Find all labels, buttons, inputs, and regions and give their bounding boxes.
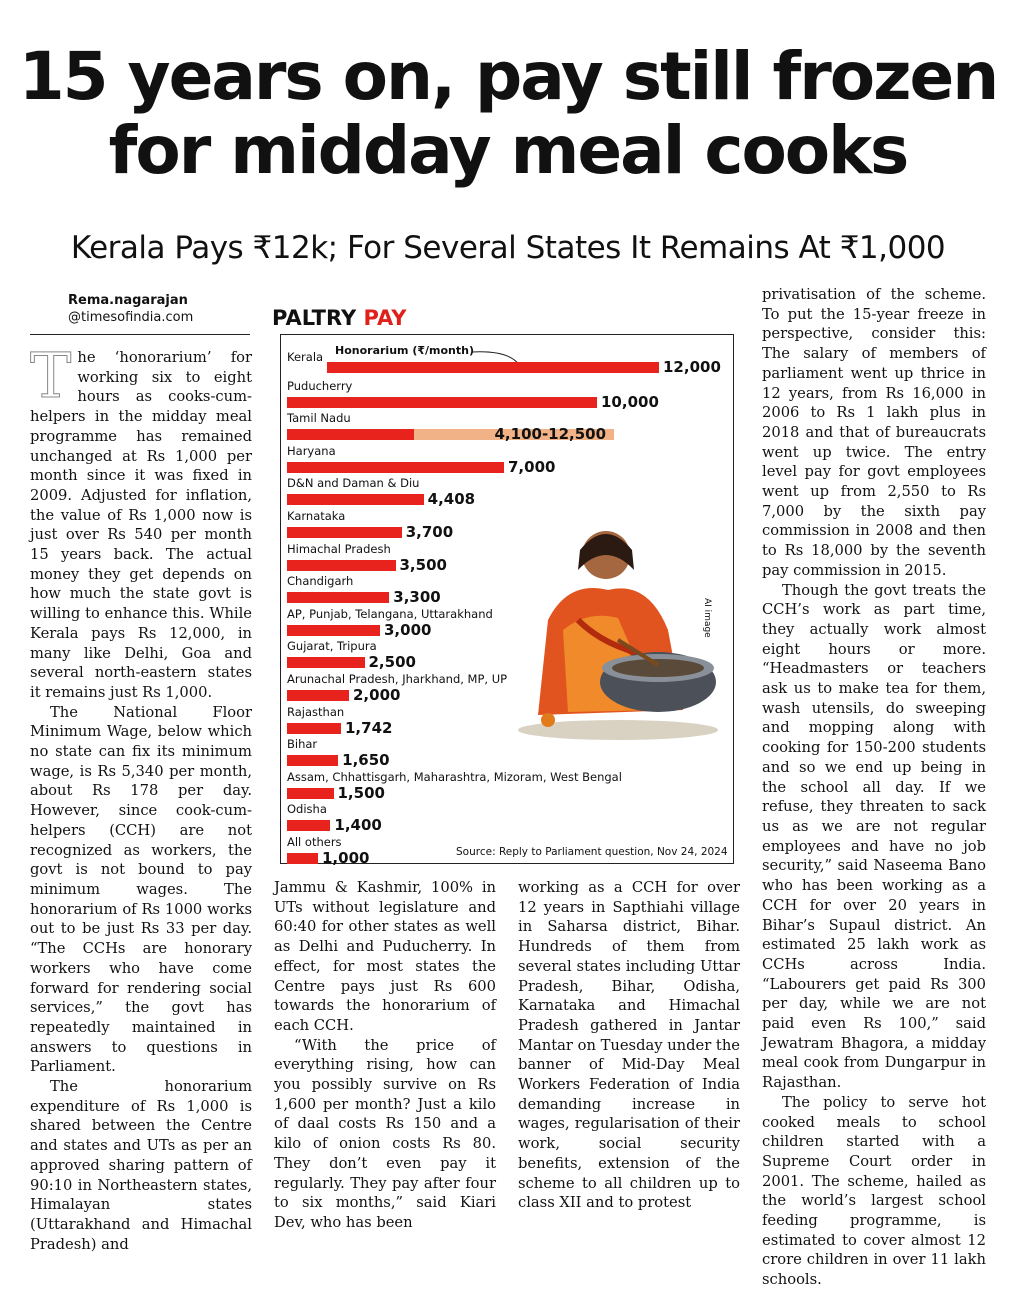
bar xyxy=(287,461,504,473)
bar xyxy=(287,527,402,538)
bar-value-label: 2,500 xyxy=(368,653,416,672)
bar-value-label: 1,400 xyxy=(334,816,382,835)
paragraph: The National Floor Minimum Wage, below w… xyxy=(30,703,252,1076)
chart-source: Source: Reply to Parliament question, No… xyxy=(456,846,728,858)
bar xyxy=(287,853,318,864)
bar xyxy=(287,722,341,734)
bar xyxy=(327,362,659,373)
paragraph: working as a CCH for over 12 years in Sa… xyxy=(518,879,740,1212)
bar-value-label: 3,500 xyxy=(399,555,447,574)
bar-label: Himachal Pradesh xyxy=(287,541,391,556)
bar-value-label: 1,500 xyxy=(337,783,385,802)
bar-value-label: 2,000 xyxy=(353,686,401,704)
bar-label: Puducherry xyxy=(287,378,353,393)
paragraph: “With the price of everything rising, ho… xyxy=(274,1036,496,1231)
bar-label: Tamil Nadu xyxy=(287,411,351,426)
paragraph: The policy to serve hot cooked meals to … xyxy=(762,1093,986,1289)
paragraph: Though the govt treats the CCH’s work as… xyxy=(762,581,986,1092)
subheadline: Kerala Pays ₹12k; For Several States It … xyxy=(70,230,946,266)
bar-value-label: 1,000 xyxy=(322,849,370,867)
bar-value-label: 3,000 xyxy=(384,620,432,639)
bar-value-label: 10,000 xyxy=(601,392,659,411)
bar-value-label: 7,000 xyxy=(508,457,556,476)
bar-label: Gujarat, Tripura xyxy=(287,639,377,654)
bar-label: Odisha xyxy=(287,802,327,817)
bar xyxy=(287,787,334,799)
bar xyxy=(287,690,349,701)
bar-value-label: 3,300 xyxy=(393,588,441,607)
paragraph: privatisation of the scheme. To put the … xyxy=(762,286,986,579)
bar xyxy=(287,592,390,604)
bar xyxy=(287,494,424,506)
bar-label: Assam, Chhattisgarh, Maharashtra, Mizora… xyxy=(287,769,622,784)
chart-title-part-1: PALTRY xyxy=(272,306,364,330)
bar-label: AP, Punjab, Telangana, Uttarakhand xyxy=(287,606,493,621)
bar-label: Rajasthan xyxy=(287,704,345,719)
byline-handle: @timesofindia.com xyxy=(68,310,194,325)
article-column-3: working as a CCH for over 12 years in Sa… xyxy=(518,878,740,1213)
byline-name: Rema.nagarajan xyxy=(68,293,188,308)
chart-frame xyxy=(280,334,734,864)
drop-cap: T xyxy=(29,339,72,412)
bar-label: D&N and Daman & Diu xyxy=(287,476,420,491)
bar-label: Arunachal Pradesh, Jharkhand, MP, UP xyxy=(287,672,508,686)
paragraph: The honorarium expenditure of Rs 1,000 i… xyxy=(30,1078,252,1253)
bar xyxy=(287,559,396,571)
bar-label: All others xyxy=(287,835,342,849)
bar xyxy=(287,429,415,441)
byline: Rema.nagarajan @timesofindia.com xyxy=(68,292,193,326)
bar-value-label: 1,650 xyxy=(342,751,390,770)
bar-value-label: 4,408 xyxy=(427,490,476,509)
bar-range xyxy=(414,429,615,441)
image-credit: AI image xyxy=(702,598,712,638)
bar xyxy=(287,396,597,408)
paragraph-text: he ‘honorarium’ for working six to eight… xyxy=(30,349,252,701)
bar-value-label: 12,000 xyxy=(663,358,721,376)
article-column-2: Jammu & Kashmir, 100% in UTs without leg… xyxy=(274,878,496,1233)
byline-rule xyxy=(30,334,250,335)
bar-label: Chandigarh xyxy=(287,574,354,589)
cook-illustration xyxy=(518,531,718,740)
bar-value-label: 1,742 xyxy=(345,718,393,737)
bar xyxy=(287,624,380,636)
article-column-4: privatisation of the scheme. To put the … xyxy=(762,285,986,1290)
bar-label: Kerala xyxy=(287,350,324,364)
bar-label: Bihar xyxy=(287,737,318,752)
headline: 15 years on, pay still frozen for midday… xyxy=(0,40,1016,188)
headline-line-2: for midday meal cooks xyxy=(108,112,910,189)
bar-label: Haryana xyxy=(287,443,336,458)
bar-value-label: 3,700 xyxy=(405,523,454,541)
chart-title-part-2: PAY xyxy=(363,306,407,330)
paragraph: Jammu & Kashmir, 100% in UTs without leg… xyxy=(274,879,496,1034)
series-label: Honorarium (₹/month) xyxy=(335,344,474,357)
bar xyxy=(287,657,365,669)
bar-label: Karnataka xyxy=(287,509,346,523)
bar-value-label: 4,100-12,500 xyxy=(494,425,607,444)
headline-line-1: 15 years on, pay still frozen xyxy=(18,38,1000,115)
chart-title: PALTRY PAY xyxy=(272,306,406,330)
bar xyxy=(287,755,339,767)
bar xyxy=(287,820,331,832)
